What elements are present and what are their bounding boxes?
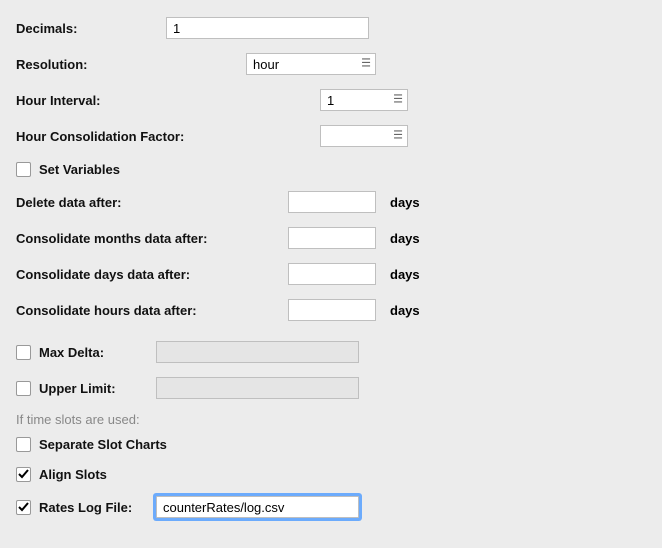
align-slots-checkbox[interactable] [16,467,31,482]
set-variables-label: Set Variables [39,162,128,177]
row-max-delta: Max Delta: [16,334,646,370]
resolution-label: Resolution: [16,57,246,72]
consolidate-months-input[interactable] [288,227,376,249]
row-consolidate-hours: Consolidate hours data after: days [16,292,646,328]
max-delta-checkbox[interactable] [16,345,31,360]
hour-consolidation-factor-select[interactable]: ☰ [320,125,408,147]
consolidate-hours-label: Consolidate hours data after: [16,303,288,318]
max-delta-input [156,341,359,363]
align-slots-label: Align Slots [39,467,115,482]
consolidate-days-input[interactable] [288,263,376,285]
settings-form: Decimals: Resolution: ☰ Hour Interval: ☰… [0,0,662,541]
rates-log-file-checkbox[interactable] [16,500,31,515]
consolidate-days-unit: days [376,267,420,282]
separate-slot-charts-checkbox[interactable] [16,437,31,452]
row-upper-limit: Upper Limit: [16,370,646,406]
row-resolution: Resolution: ☰ [16,46,646,82]
consolidate-hours-unit: days [376,303,420,318]
hour-consolidation-factor-value[interactable] [320,125,408,147]
row-set-variables: Set Variables [16,154,646,184]
row-hour-interval: Hour Interval: ☰ [16,82,646,118]
row-align-slots: Align Slots [16,459,646,489]
hour-interval-value[interactable] [320,89,408,111]
set-variables-checkbox[interactable] [16,162,31,177]
delete-after-input[interactable] [288,191,376,213]
hour-consolidation-factor-label: Hour Consolidation Factor: [16,129,320,144]
row-delete-after: Delete data after: days [16,184,646,220]
row-consolidate-days: Consolidate days data after: days [16,256,646,292]
resolution-select[interactable]: ☰ [246,53,376,75]
upper-limit-input [156,377,359,399]
hour-interval-label: Hour Interval: [16,93,320,108]
resolution-value[interactable] [246,53,376,75]
consolidate-months-label: Consolidate months data after: [16,231,288,246]
timeslots-hint: If time slots are used: [16,406,646,429]
delete-after-label: Delete data after: [16,195,288,210]
consolidate-days-label: Consolidate days data after: [16,267,288,282]
row-separate-slot-charts: Separate Slot Charts [16,429,646,459]
row-hour-consolidation-factor: Hour Consolidation Factor: ☰ [16,118,646,154]
row-rates-log-file: Rates Log File: [16,489,646,525]
rates-log-file-input[interactable] [156,496,359,518]
hour-interval-select[interactable]: ☰ [320,89,408,111]
upper-limit-label: Upper Limit: [39,381,124,396]
decimals-label: Decimals: [16,21,166,36]
separate-slot-charts-label: Separate Slot Charts [39,437,175,452]
max-delta-label: Max Delta: [39,345,112,360]
row-consolidate-months: Consolidate months data after: days [16,220,646,256]
row-decimals: Decimals: [16,10,646,46]
upper-limit-checkbox[interactable] [16,381,31,396]
delete-after-unit: days [376,195,420,210]
consolidate-months-unit: days [376,231,420,246]
rates-log-file-label: Rates Log File: [39,500,140,515]
consolidate-hours-input[interactable] [288,299,376,321]
decimals-input[interactable] [166,17,369,39]
